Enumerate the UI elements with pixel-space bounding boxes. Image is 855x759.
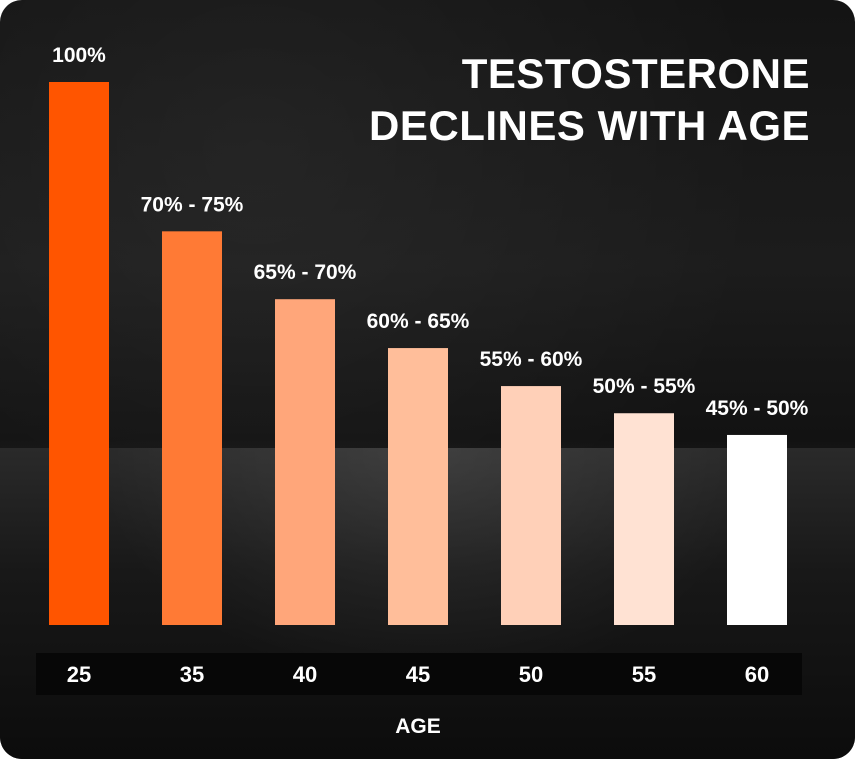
- value-labels-group: 100% 70% - 75% 65% - 70% 60% - 65% 55% - 60%…: [52, 44, 809, 420]
- value-label-age-45: 60% - 65%: [367, 310, 470, 333]
- value-label-age-40: 65% - 70%: [254, 261, 357, 284]
- chart-title-line-1: TESTOSTERONE: [461, 50, 810, 97]
- value-label-age-60: 45% - 50%: [706, 397, 809, 420]
- bar-age-25: [49, 82, 109, 625]
- x-tick-labels-group: 25 35 40 45 50 55 60: [67, 662, 769, 687]
- x-tick-label-55: 55: [632, 662, 656, 687]
- chart-title: TESTOSTERONE DECLINES WITH AGE: [290, 48, 810, 152]
- bar-age-50: [501, 386, 561, 625]
- bar-age-60: [727, 434, 787, 625]
- value-label-age-55: 50% - 55%: [593, 375, 696, 398]
- x-tick-label-25: 25: [67, 662, 91, 687]
- value-label-age-25: 100%: [52, 44, 106, 67]
- bar-age-45: [388, 348, 448, 625]
- bar-age-55: [614, 413, 674, 625]
- value-label-age-50: 55% - 60%: [480, 348, 583, 371]
- value-label-age-35: 70% - 75%: [141, 193, 244, 216]
- bars-group: [49, 82, 787, 625]
- bar-age-35: [162, 231, 222, 625]
- x-axis-band: [36, 653, 802, 695]
- x-tick-label-60: 60: [745, 662, 769, 687]
- chart-title-line-2: DECLINES WITH AGE: [369, 102, 810, 149]
- bar-age-40: [275, 299, 335, 625]
- x-tick-label-35: 35: [180, 662, 204, 687]
- x-tick-label-45: 45: [406, 662, 430, 687]
- x-tick-label-40: 40: [293, 662, 317, 687]
- x-tick-label-50: 50: [519, 662, 543, 687]
- x-axis-title: AGE: [395, 715, 441, 738]
